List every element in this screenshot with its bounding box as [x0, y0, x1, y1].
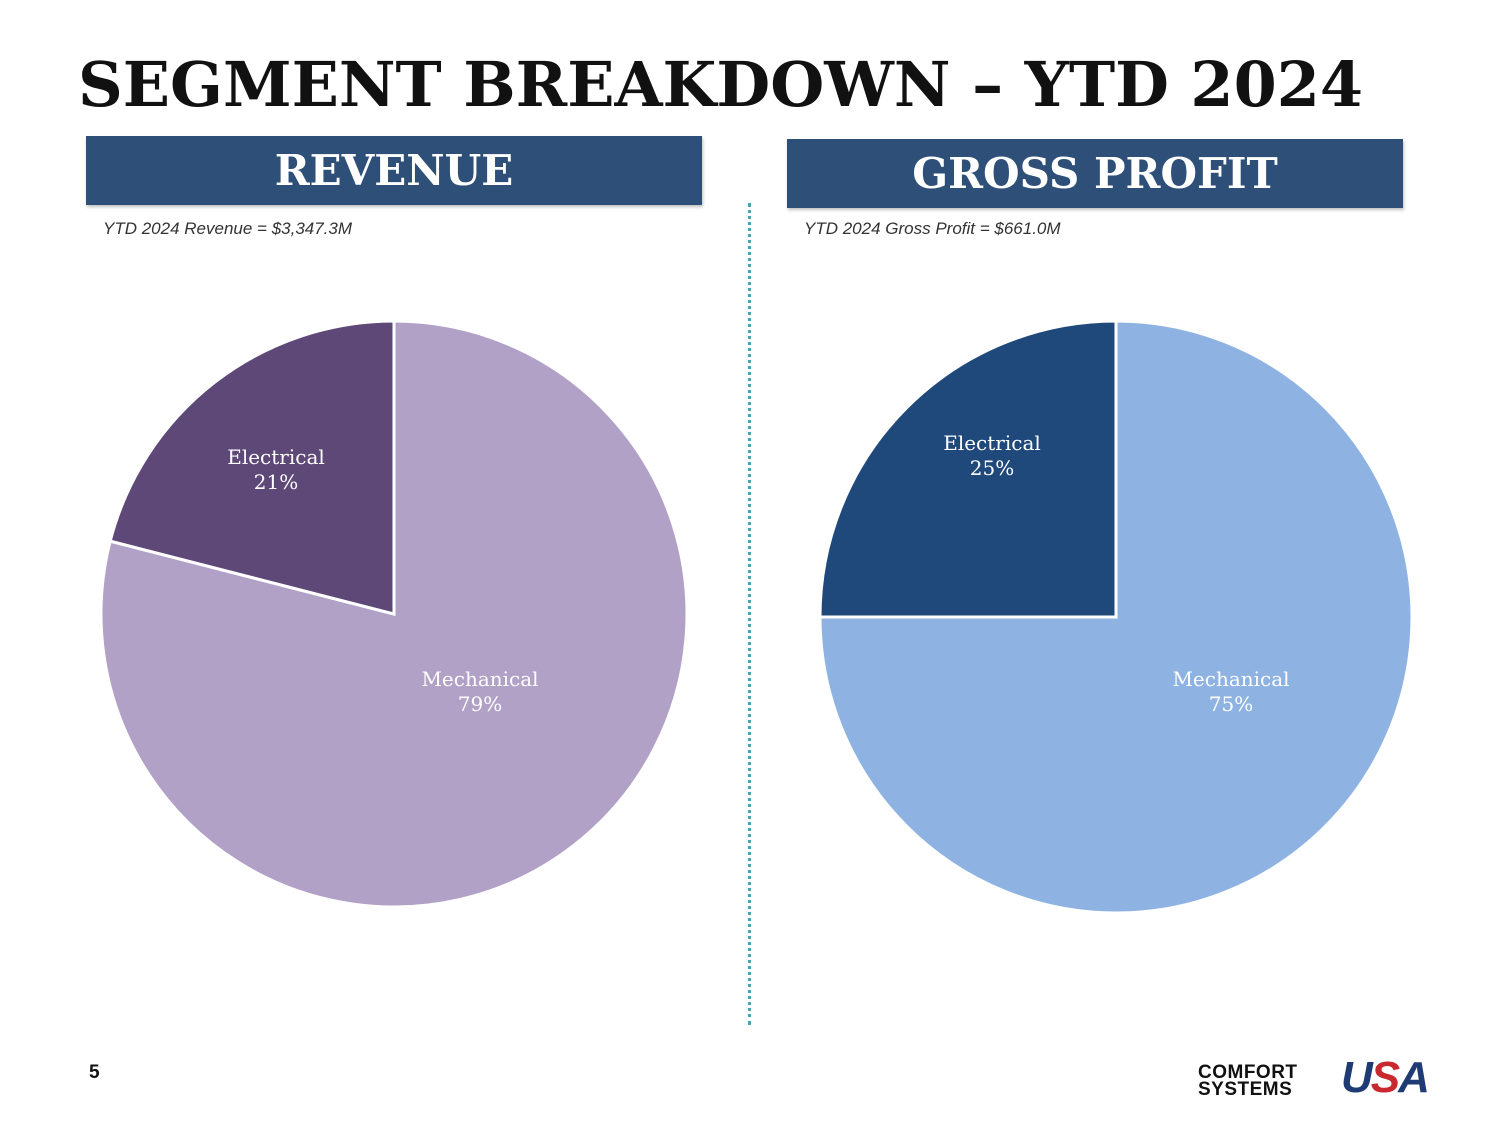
logo-mark-a: A [1398, 1053, 1430, 1102]
pie-slice-revenue-mechanical [99, 319, 689, 909]
pie-slice-gross-profit-electrical [818, 319, 1118, 619]
logo-line2: SYSTEMS [1198, 1079, 1293, 1100]
pie-slice-gross-profit-mechanical [818, 319, 1414, 915]
revenue-header-label: REVENUE [274, 146, 514, 195]
revenue-subtitle: YTD 2024 Revenue = $3,347.3M [103, 219, 353, 238]
logo-mark-u: U [1341, 1053, 1373, 1102]
slice-label-mechanical: Mechanical [421, 667, 538, 691]
page-number: 5 [89, 1062, 100, 1083]
gross-profit-header-label: GROSS PROFIT [912, 149, 1278, 198]
gross-profit-header: GROSS PROFIT [787, 139, 1403, 208]
slice-label-electrical: Electrical [227, 445, 325, 469]
slide-title: SEGMENT BREAKDOWN – YTD 2024 [78, 48, 1363, 121]
logo-wordmark: COMFORT SYSTEMS [1198, 1062, 1298, 1100]
slice-value-mechanical: 75% [1209, 692, 1253, 716]
company-logo: COMFORT SYSTEMS USA [1198, 1056, 1458, 1104]
pie-slice-revenue-electrical [108, 319, 396, 616]
slice-label-electrical: Electrical [943, 431, 1041, 455]
logo-line1: COMFORT [1198, 1062, 1298, 1083]
slice-value-electrical: 21% [254, 470, 298, 494]
slice-value-mechanical: 79% [458, 692, 502, 716]
slice-value-electrical: 25% [970, 456, 1014, 480]
revenue-header: REVENUE [86, 136, 702, 205]
logo-mark-s: S [1370, 1053, 1400, 1102]
logo-usa-mark: USA [1341, 1053, 1430, 1102]
slice-label-mechanical: Mechanical [1172, 667, 1289, 691]
panel-divider [748, 203, 751, 1025]
gross-profit-subtitle: YTD 2024 Gross Profit = $661.0M [804, 219, 1061, 238]
